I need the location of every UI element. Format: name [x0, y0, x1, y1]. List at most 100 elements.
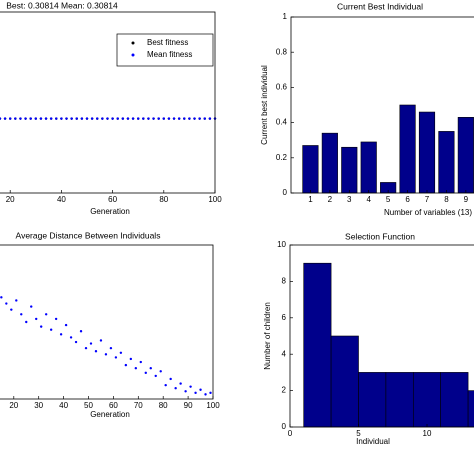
x-tick-label: 100 — [208, 195, 222, 204]
bar — [330, 335, 359, 428]
bar — [341, 146, 358, 194]
point — [39, 325, 43, 328]
point — [159, 370, 162, 373]
point — [74, 340, 78, 344]
bar — [457, 117, 474, 194]
bar — [302, 145, 319, 194]
x-tick-label: 2 — [328, 195, 333, 204]
point — [39, 117, 43, 120]
point — [84, 346, 88, 350]
point — [49, 117, 53, 120]
point — [121, 117, 125, 120]
y-tick-label: 1 — [283, 12, 288, 21]
point — [119, 351, 123, 354]
x-tick-label: 9 — [464, 195, 469, 204]
bar — [358, 372, 387, 428]
x-tick-label: 5 — [386, 195, 391, 204]
point — [10, 308, 13, 311]
point — [149, 367, 152, 370]
point — [29, 117, 32, 120]
x-tick-label: 0 — [288, 429, 293, 438]
bar — [438, 131, 455, 194]
point — [142, 117, 145, 120]
y-tick-label: 4 — [282, 349, 287, 358]
point — [5, 302, 8, 305]
point — [30, 305, 33, 308]
point — [204, 393, 207, 396]
y-tick-label: 0 — [282, 422, 287, 431]
point — [194, 391, 197, 395]
point — [79, 330, 83, 333]
chart-title: Selection Function — [345, 231, 415, 241]
y-tick-label: 0 — [283, 188, 288, 197]
legend-marker — [131, 41, 135, 45]
y-tick-label: 10 — [277, 240, 286, 249]
x-tick-label: 1 — [308, 195, 313, 204]
x-tick-label: 5 — [356, 429, 361, 438]
point — [24, 117, 27, 120]
point — [49, 328, 53, 331]
point — [104, 353, 108, 356]
point — [154, 374, 157, 378]
point — [183, 117, 186, 120]
y-tick-label: 0.4 — [276, 118, 288, 127]
x-tick-label: 10 — [423, 429, 432, 438]
point — [101, 117, 104, 120]
point — [44, 117, 48, 120]
bar — [321, 132, 338, 194]
point — [203, 117, 206, 120]
point — [126, 117, 130, 120]
point — [64, 323, 68, 327]
point — [35, 317, 38, 321]
point — [131, 117, 135, 120]
x-tick-label: 3 — [347, 195, 352, 204]
point — [209, 391, 212, 395]
point — [14, 117, 17, 120]
y-tick-label: 0.8 — [276, 47, 288, 56]
point — [139, 360, 142, 364]
y-tick-label: 0.6 — [276, 83, 288, 92]
bar — [385, 372, 414, 428]
point — [114, 356, 118, 359]
bar — [412, 372, 441, 428]
y-tick-label: 8 — [282, 277, 287, 286]
x-tick-label: 20 — [9, 401, 18, 410]
point — [90, 117, 94, 120]
point — [162, 117, 165, 120]
x-tick-label: 60 — [109, 401, 118, 410]
point — [152, 117, 155, 120]
point — [15, 299, 18, 302]
x-tick-label: 40 — [57, 195, 66, 204]
legend-box — [116, 33, 214, 67]
bar — [360, 141, 377, 194]
point — [116, 117, 119, 120]
x-tick-label: 8 — [444, 195, 449, 204]
legend-marker — [131, 53, 135, 57]
point — [129, 357, 133, 361]
point — [96, 117, 99, 120]
point — [25, 320, 28, 324]
x-axis-label: Number of variables (13) — [384, 208, 472, 217]
point — [106, 117, 109, 120]
x-axis-label: Generation — [90, 207, 130, 216]
bar — [399, 104, 416, 194]
x-tick-label: 80 — [159, 401, 168, 410]
point — [184, 390, 187, 393]
point — [208, 117, 212, 120]
point — [59, 333, 63, 336]
chart-title: Average Distance Between Individuals — [16, 230, 161, 240]
point — [193, 117, 196, 120]
point — [60, 117, 63, 120]
x-tick-label: 6 — [405, 195, 410, 204]
point — [124, 363, 128, 367]
point — [188, 117, 191, 120]
y-axis-label: Number of children — [263, 302, 272, 370]
y-tick-label: 0.2 — [276, 153, 288, 162]
point — [0, 296, 3, 299]
x-tick-label: 70 — [134, 401, 143, 410]
point — [111, 117, 114, 120]
point — [0, 117, 2, 120]
point — [144, 371, 147, 375]
point — [198, 117, 201, 120]
point — [69, 336, 73, 339]
